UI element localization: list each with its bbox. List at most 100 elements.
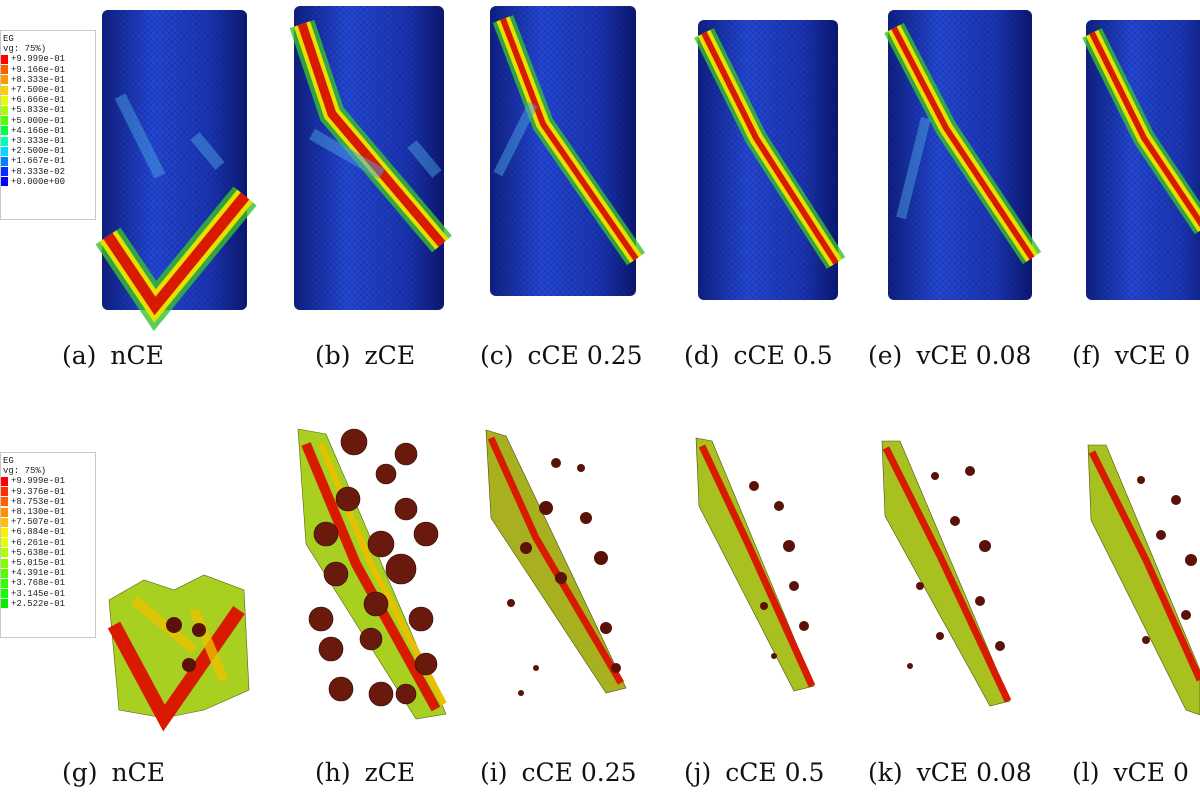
- caption-a: (a) nCE: [62, 341, 164, 370]
- caption-b: (b) zCE: [315, 341, 415, 370]
- legend-value: +3.145e-01: [11, 588, 66, 599]
- cylinder-contour-image: [884, 10, 1042, 300]
- legend-value: +2.522e-01: [11, 598, 66, 609]
- caption-tag: (e): [868, 341, 903, 370]
- caption-label: vCE 0: [1113, 758, 1189, 787]
- legend-value: +5.000e-01: [11, 115, 66, 126]
- caption-tag: (k): [868, 758, 903, 787]
- legend-subtitle: vg: 75%): [3, 44, 47, 55]
- caption-tag: (g): [62, 758, 98, 787]
- legend-swatch: [1, 589, 8, 599]
- legend-value: +8.333e-01: [11, 74, 66, 85]
- cylinder-contour-image: [490, 6, 646, 296]
- legend-rows: +9.999e-01 +9.166e-01 +8.333e-01 +7.500e-01…: [1, 54, 95, 187]
- panel-j-cce05-fragments: [694, 436, 824, 721]
- caption-label: zCE: [364, 758, 416, 787]
- panel-f-vce0-cylinder: [1082, 18, 1200, 308]
- legend-value: +6.666e-01: [11, 95, 66, 106]
- legend-value: +3.768e-01: [11, 578, 66, 589]
- legend-swatch: [1, 146, 8, 156]
- caption-e: (e) vCE 0.08: [868, 341, 1031, 370]
- caption-label: vCE 0: [1114, 341, 1191, 370]
- bottom-contour-legend: EG vg: 75%) +9.999e-01 +9.376e-01 +8.753e-…: [0, 452, 96, 638]
- caption-tag: (a): [62, 341, 97, 370]
- caption-g: (g) nCE: [62, 758, 165, 787]
- legend-value: +6.261e-01: [11, 537, 66, 548]
- panel-l-vce0-fragments: [1086, 440, 1200, 720]
- caption-h: (h) zCE: [315, 758, 415, 787]
- legend-swatch: [1, 75, 8, 85]
- legend-subtitle: vg: 75%): [3, 466, 47, 477]
- legend-swatch: [1, 599, 8, 609]
- caption-tag: (h): [315, 758, 351, 787]
- legend-value: +6.884e-01: [11, 527, 66, 538]
- legend-row: +4.166e-01: [1, 126, 95, 136]
- legend-row: +8.333e-02: [1, 167, 95, 177]
- legend-swatch: [1, 528, 8, 538]
- panel-g-nce-fragments: [104, 570, 254, 732]
- legend-swatch: [1, 507, 8, 517]
- fragment-contour-image: [297, 428, 447, 720]
- legend-value: +8.753e-01: [11, 496, 66, 507]
- legend-value: +4.391e-01: [11, 568, 66, 579]
- legend-row: +8.753e-01: [1, 497, 95, 507]
- legend-value: +5.638e-01: [11, 547, 66, 558]
- legend-row: +5.000e-01: [1, 116, 95, 126]
- legend-row: +2.522e-01: [1, 599, 95, 609]
- legend-swatch: [1, 55, 8, 64]
- legend-swatch: [1, 167, 8, 177]
- legend-row: +3.768e-01: [1, 578, 95, 588]
- legend-swatch: [1, 568, 8, 578]
- caption-label: vCE 0.08: [916, 758, 1032, 787]
- legend-row: +6.261e-01: [1, 538, 95, 548]
- legend-row: +5.015e-01: [1, 558, 95, 568]
- fragment-contour-image: [485, 429, 627, 696]
- caption-i: (i) cCE 0.25: [480, 758, 637, 787]
- caption-c: (c) cCE 0.25: [480, 341, 643, 370]
- legend-value: +3.333e-01: [11, 136, 66, 147]
- panel-a-ncE-cylinder: [95, 6, 257, 332]
- legend-row: +3.145e-01: [1, 589, 95, 599]
- caption-label: cCE 0.5: [725, 758, 825, 787]
- panel-d-cce05-cylinder: [694, 18, 846, 308]
- legend-swatch: [1, 548, 8, 558]
- legend-row: +2.500e-01: [1, 146, 95, 156]
- caption-tag: (b): [315, 341, 351, 370]
- legend-swatch: [1, 579, 8, 589]
- caption-tag: (j): [684, 758, 712, 787]
- legend-value: +5.833e-01: [11, 105, 66, 116]
- legend-value: +8.333e-02: [11, 166, 66, 177]
- legend-swatch: [1, 116, 8, 126]
- legend-swatch: [1, 517, 8, 527]
- caption-f: (f) vCE 0: [1072, 341, 1190, 370]
- legend-swatch: [1, 126, 8, 136]
- caption-label: cCE 0.25: [527, 341, 643, 370]
- legend-swatch: [1, 95, 8, 105]
- fragment-contour-image: [881, 440, 1012, 707]
- caption-tag: (d): [684, 341, 720, 370]
- legend-swatch: [1, 487, 8, 497]
- caption-label: cCE 0.5: [733, 341, 833, 370]
- legend-value: +1.667e-01: [11, 156, 66, 167]
- caption-l: (l) vCE 0: [1072, 758, 1189, 787]
- panel-b-zce-cylinder: [289, 4, 452, 314]
- legend-value: +5.015e-01: [11, 558, 66, 569]
- legend-title: EG: [3, 34, 14, 44]
- caption-label: cCE 0.25: [521, 758, 637, 787]
- caption-tag: (i): [480, 758, 508, 787]
- caption-tag: (l): [1072, 758, 1100, 787]
- legend-swatch: [1, 106, 8, 116]
- legend-rows: +9.999e-01 +9.376e-01 +8.753e-01 +8.130e-01…: [1, 476, 95, 609]
- legend-row: +7.500e-01: [1, 85, 95, 95]
- panel-k-vce008-fragments: [880, 436, 1015, 716]
- legend-row: +9.999e-01: [1, 476, 95, 486]
- legend-row: +9.999e-01: [1, 54, 95, 64]
- legend-swatch: [1, 177, 8, 187]
- caption-label: nCE: [111, 758, 165, 787]
- top-contour-legend: EG vg: 75%) +9.999e-01 +9.166e-01 +8.333e-…: [0, 30, 96, 220]
- caption-d: (d) cCE 0.5: [684, 341, 833, 370]
- legend-row: +6.666e-01: [1, 95, 95, 105]
- caption-label: nCE: [110, 341, 164, 370]
- caption-k: (k) vCE 0.08: [868, 758, 1032, 787]
- legend-swatch: [1, 558, 8, 568]
